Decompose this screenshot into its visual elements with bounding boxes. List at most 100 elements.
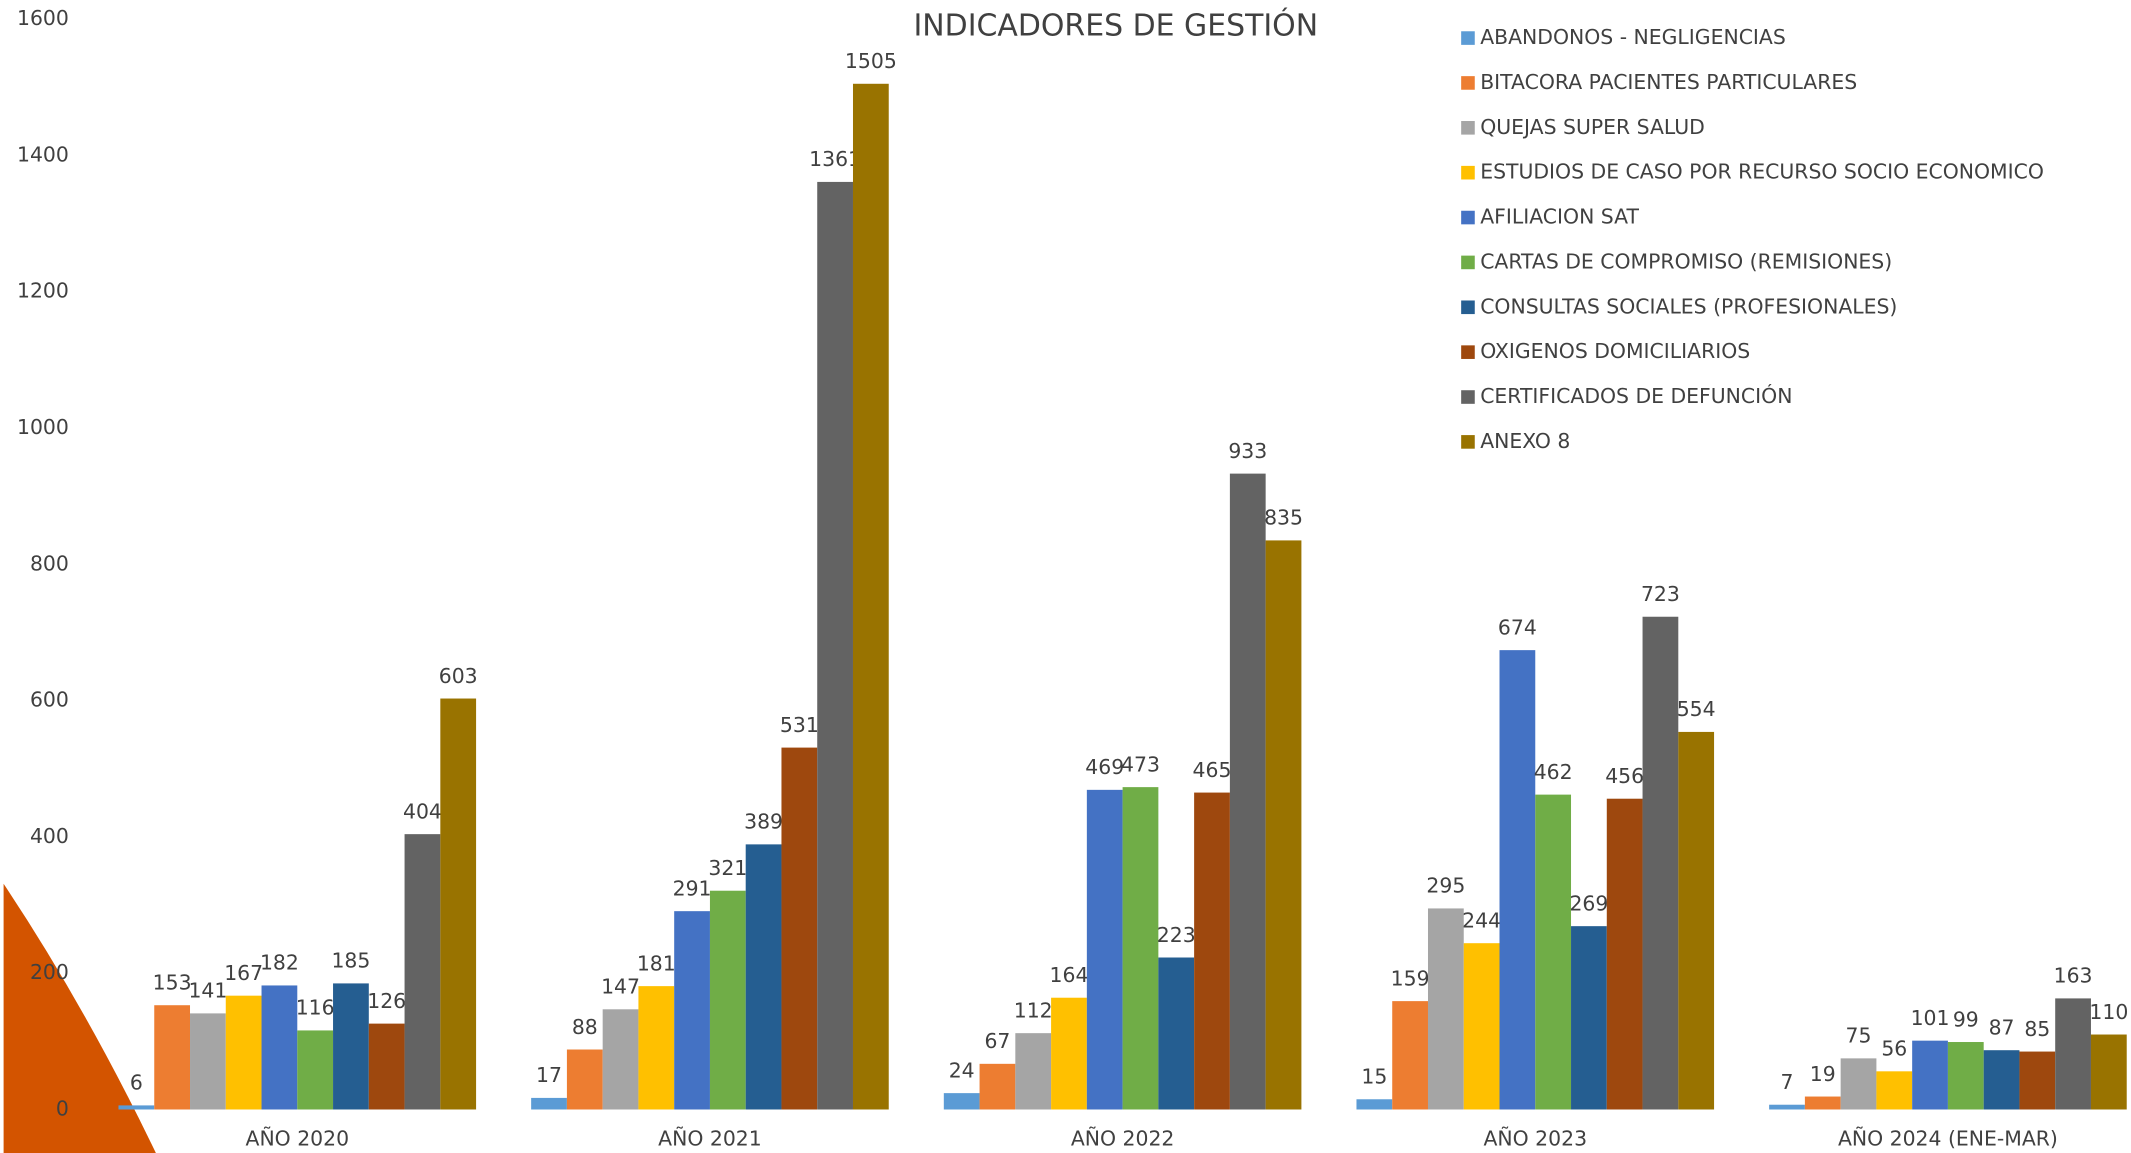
bar xyxy=(190,1013,226,1110)
bar xyxy=(1229,473,1266,1110)
bar xyxy=(1840,1058,1877,1110)
bar xyxy=(979,1063,1016,1110)
bar xyxy=(154,1005,191,1110)
data-label: 469 xyxy=(1085,755,1124,779)
bar xyxy=(1086,789,1123,1110)
y-tick-label: 200 xyxy=(30,960,69,984)
bar xyxy=(1356,1099,1393,1110)
data-label: 1361 xyxy=(809,147,861,171)
legend-label: OXIGENOS DOMICILIARIOS xyxy=(1480,339,1750,363)
bar xyxy=(531,1097,567,1110)
legend-swatch xyxy=(1461,390,1475,404)
data-label: 164 xyxy=(1050,963,1089,987)
bar xyxy=(1769,1104,1805,1110)
legend-swatch xyxy=(1461,300,1475,315)
data-label: 126 xyxy=(367,989,406,1013)
y-tick-label: 400 xyxy=(30,824,69,848)
data-label: 404 xyxy=(403,799,442,823)
bar xyxy=(297,1030,334,1110)
legend-swatch xyxy=(1461,345,1475,359)
chart-title: INDICADORES DE GESTIÓN xyxy=(914,7,1319,44)
y-tick-label: 1000 xyxy=(17,415,69,439)
legend-label: AFILIACION SAT xyxy=(1480,205,1639,229)
data-label: 110 xyxy=(2089,1000,2128,1024)
bar xyxy=(1535,794,1572,1110)
data-label: 321 xyxy=(708,856,747,880)
bar xyxy=(1876,1071,1913,1110)
data-label: 163 xyxy=(2054,964,2093,988)
bar xyxy=(2019,1051,2056,1110)
data-label: 15 xyxy=(1361,1065,1387,1089)
bar xyxy=(118,1105,155,1110)
data-label: 159 xyxy=(1391,966,1430,990)
legend-swatch xyxy=(1461,121,1475,135)
legend-swatch xyxy=(1461,76,1475,90)
data-label: 465 xyxy=(1193,758,1232,782)
data-label: 531 xyxy=(780,713,819,737)
data-label: 7 xyxy=(1781,1070,1794,1094)
x-tick-label: AÑO 2021 xyxy=(658,1124,762,1150)
legend-label: CARTAS DE COMPROMISO (REMISIONES) xyxy=(1480,249,1892,273)
y-tick-label: 1400 xyxy=(17,142,69,166)
data-label: 456 xyxy=(1605,764,1644,788)
bar xyxy=(817,181,853,1110)
bar xyxy=(1947,1042,1984,1110)
bar xyxy=(1051,997,1087,1110)
legend-swatch xyxy=(1461,210,1475,225)
bar xyxy=(1194,792,1230,1110)
data-label: 19 xyxy=(1810,1062,1836,1086)
data-label: 185 xyxy=(331,949,370,973)
bar xyxy=(1265,540,1302,1110)
data-label: 99 xyxy=(1953,1007,1979,1031)
bar xyxy=(404,834,441,1110)
data-label: 223 xyxy=(1157,923,1196,947)
data-label: 933 xyxy=(1228,439,1267,463)
bar xyxy=(709,890,746,1110)
bar xyxy=(1499,650,1536,1110)
bar xyxy=(1678,731,1715,1110)
decoration xyxy=(3,883,156,1153)
bar xyxy=(225,995,262,1110)
data-label: 269 xyxy=(1569,891,1608,915)
data-label: 554 xyxy=(1677,697,1716,721)
bar xyxy=(1606,798,1643,1110)
y-tick-label: 600 xyxy=(30,688,69,712)
data-label: 1505 xyxy=(845,49,897,73)
data-label: 56 xyxy=(1881,1037,1907,1061)
data-label: 291 xyxy=(673,876,712,900)
data-label: 147 xyxy=(601,975,640,999)
bar xyxy=(852,83,889,1110)
bar xyxy=(1912,1040,1948,1110)
bar xyxy=(2090,1034,2127,1110)
data-label: 116 xyxy=(296,996,335,1020)
data-label: 6 xyxy=(130,1071,143,1095)
data-label: 85 xyxy=(2024,1017,2050,1041)
bar xyxy=(745,844,782,1110)
data-label: 17 xyxy=(536,1063,562,1087)
bar xyxy=(1122,787,1159,1110)
data-label: 141 xyxy=(188,979,227,1003)
x-tick-label: AÑO 2024 (ENE-MAR) xyxy=(1838,1124,2058,1150)
bar xyxy=(781,747,818,1110)
legend-swatch xyxy=(1461,31,1475,45)
bar xyxy=(1427,908,1464,1110)
legend-label: CERTIFICADOS DE DEFUNCIÓN xyxy=(1480,383,1792,408)
bar xyxy=(1571,926,1607,1110)
bar xyxy=(1983,1050,2020,1110)
x-tick-label: AÑO 2020 xyxy=(246,1124,350,1150)
bar xyxy=(1463,943,1500,1110)
bar xyxy=(261,985,298,1110)
data-label: 603 xyxy=(439,664,478,688)
legend-label: QUEJAS SUPER SALUD xyxy=(1480,115,1705,139)
y-tick-label: 1600 xyxy=(17,6,69,30)
bar xyxy=(440,698,477,1110)
y-tick-label: 800 xyxy=(30,551,69,575)
legend-swatch xyxy=(1461,165,1475,180)
data-label: 153 xyxy=(153,970,192,994)
bar xyxy=(333,983,369,1110)
bar xyxy=(638,986,675,1110)
y-tick-label: 1200 xyxy=(17,279,69,303)
legend-swatch xyxy=(1461,255,1475,270)
bar xyxy=(368,1023,405,1110)
